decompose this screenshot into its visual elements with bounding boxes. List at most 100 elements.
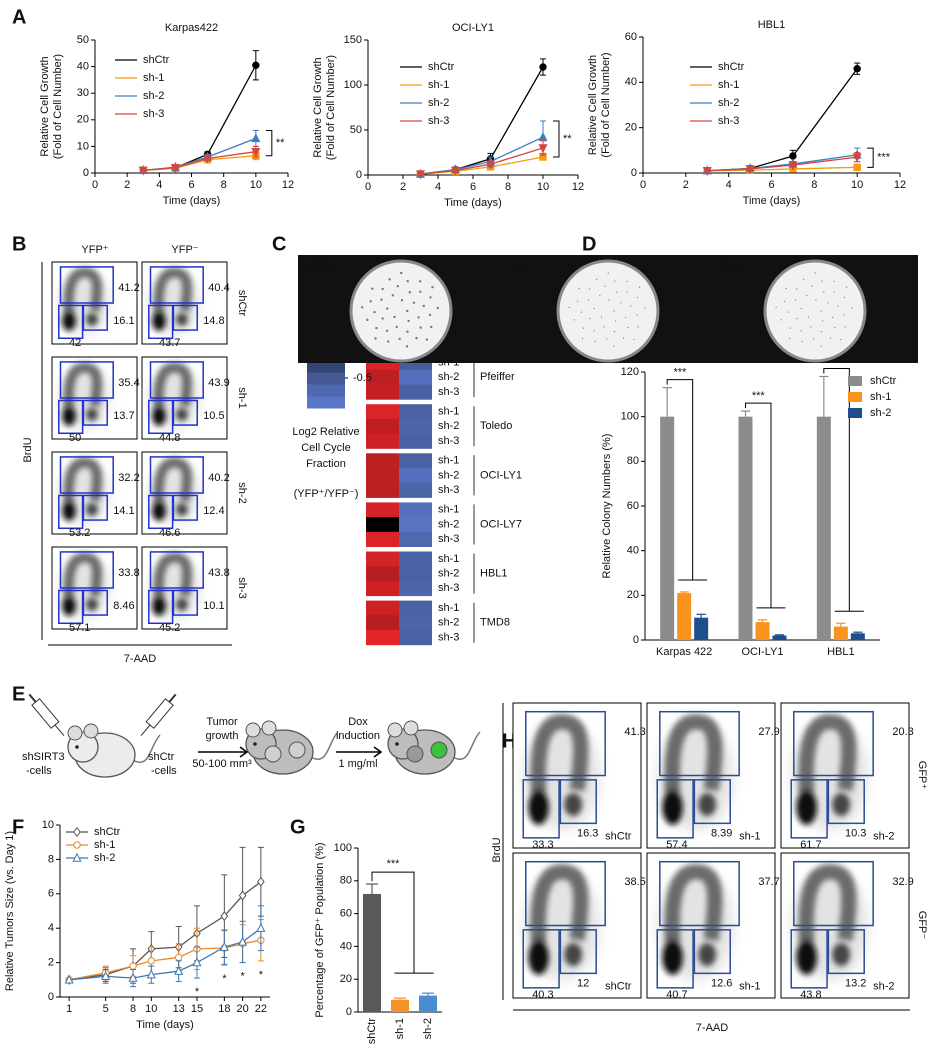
heatmap-cell [366,551,399,567]
plate-label: sh-1 [513,260,534,272]
x-tick-label: 10 [851,179,863,191]
group-label: TMD8 [480,617,510,629]
colony [593,307,595,310]
marker [538,144,548,154]
heatmap-cell [399,369,432,385]
colony [391,294,395,297]
colony [408,291,411,294]
marker [853,163,861,172]
y-axis-label: Relative Cell Growth [587,55,599,155]
heatmap-cell [366,580,399,597]
y-tick-label: 20 [340,973,352,985]
eye [75,745,79,749]
marker [64,974,74,984]
density-s [153,457,193,504]
colony [431,285,434,289]
error-bar [836,622,846,627]
marker [251,148,261,158]
y-axis-label: Relative Colony Numbers (%) [601,434,613,579]
y-tick-label: 10 [42,819,54,831]
marker [702,167,712,177]
legend-label: shCtr [870,375,897,387]
chart-title: OCI-LY1 [452,22,494,34]
plate-label: shCtr [306,260,333,272]
legend-label: shCtr [94,826,121,838]
gate [149,361,204,399]
gate-value: 33.8 [118,567,139,579]
x-axis-label: Time (days) [136,1019,194,1031]
gate-value: 57.4 [666,839,687,851]
gate-value: 43.8 [800,989,821,1001]
gate [827,779,865,825]
density-g2 [176,502,188,516]
density-g1 [528,940,549,975]
flow-plot [141,451,228,535]
annotation: * [259,969,264,981]
gate [82,589,108,616]
y-tick-label: 80 [627,455,639,467]
colony [599,294,601,296]
colony [788,337,791,340]
sample-label: sh-2 [873,980,894,992]
gate [148,399,174,435]
colony [393,315,396,319]
series-line [707,156,858,172]
density-g2 [86,407,98,421]
row-label: sh-1 [438,405,459,417]
colony [386,307,389,310]
cell-label: shCtr [148,751,175,763]
error-bar [366,883,378,894]
colony [844,326,846,328]
colony [369,300,372,303]
colony [837,305,839,307]
bar [677,593,692,640]
y-tick-label: 0 [633,634,639,646]
row-label: sh-2 [438,617,459,629]
heatmap-cell [366,502,399,518]
heatmap-cell [366,404,399,420]
marker [238,890,247,901]
row-label: shCtr [236,290,248,317]
marker [138,166,148,176]
heatmap-cell [399,502,432,518]
colony [606,338,608,340]
gate [790,929,828,989]
annotation: * [240,971,245,983]
gate [656,929,694,989]
y-tick-label: 0 [346,1006,352,1018]
group-label: HBL1 [480,567,508,579]
heatmap-cell [399,517,432,533]
heatmap-cell [399,580,432,597]
series-line [69,939,261,981]
y-tick-label: 50 [350,124,362,136]
chart-title: Karpas422 [165,22,218,34]
colony [387,340,390,343]
x-axis-label: Time (days) [163,195,221,207]
flow-plot [780,702,910,849]
colony [784,300,786,302]
x-tick-label: 12 [572,181,584,193]
x-tick-label: 8 [221,179,227,191]
density-g1 [152,501,166,521]
bar [850,633,865,640]
colony [840,338,842,341]
gate [656,779,694,839]
colony [603,326,605,328]
legend-label: sh-2 [143,90,164,102]
gate [58,304,84,340]
colorbar-step [307,384,345,397]
gate-value: 12 [577,977,589,989]
x-tick-label: 1 [66,1003,72,1015]
colony [596,278,598,280]
marker [72,852,82,862]
legend-label: sh-2 [428,97,449,109]
group-label: OCI-LY7 [480,518,522,530]
x-tick-label: sh-2 [422,1018,434,1039]
x-tick-label: 15 [191,1003,203,1015]
colony [843,314,845,316]
significance-bracket [371,871,434,974]
x-tick-label: 4 [435,181,441,193]
error-bar [662,387,672,417]
y-tick-label: 0 [83,167,89,179]
gate [793,710,874,777]
